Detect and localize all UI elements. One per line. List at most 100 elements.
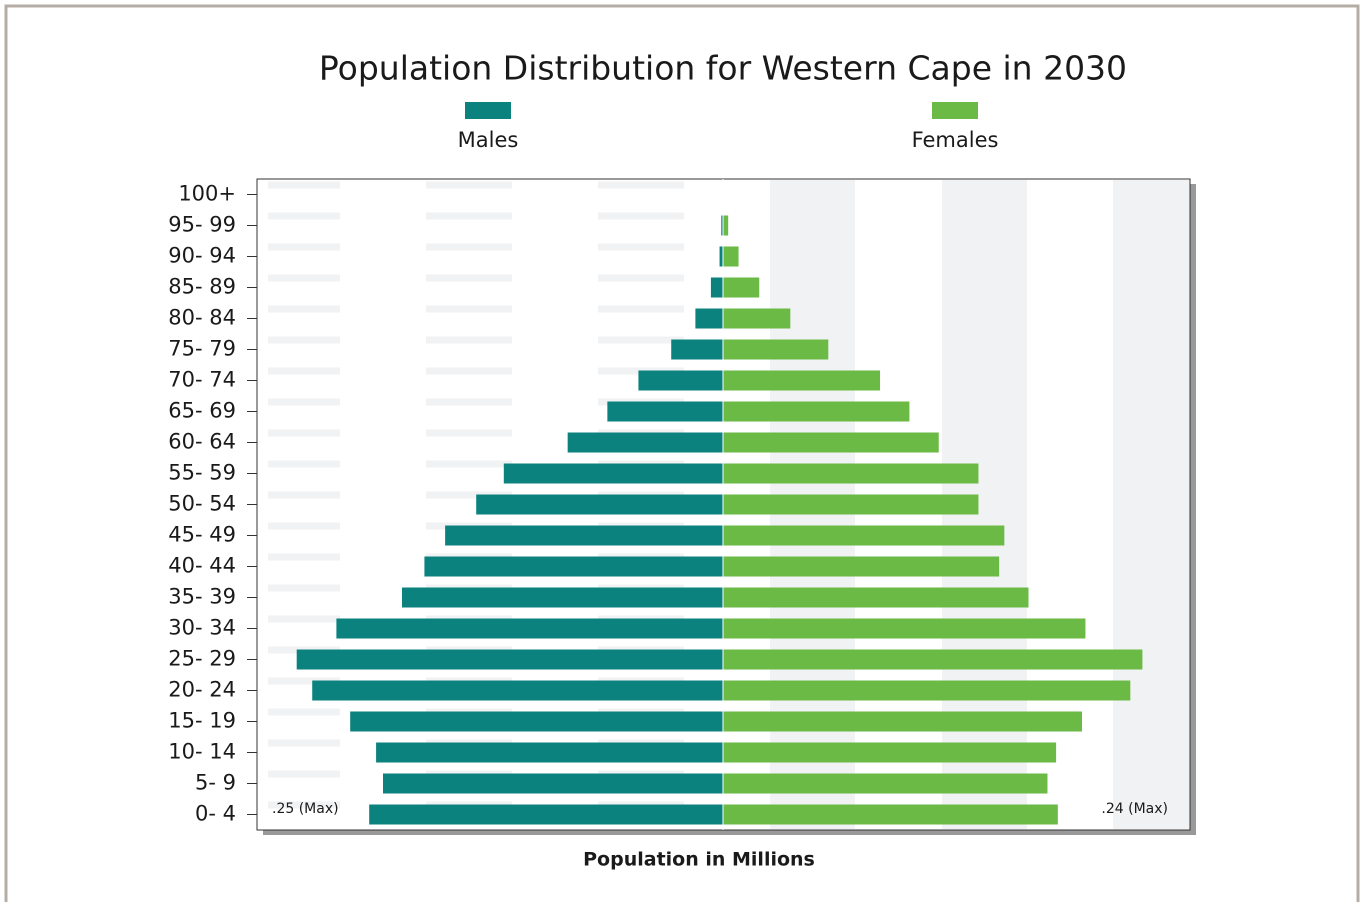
bar (350, 711, 723, 732)
background-dash (598, 243, 684, 251)
page-frame (4, 4, 1360, 906)
background-dash (268, 305, 340, 313)
bar (296, 649, 723, 670)
bar (710, 277, 723, 298)
bar (723, 277, 760, 298)
background-dash (268, 770, 340, 778)
background-dash (426, 398, 512, 406)
background-dash (268, 615, 340, 623)
background-dash (598, 305, 684, 313)
y-tick-label: 0- 4 (195, 802, 236, 826)
background-dash (598, 181, 684, 189)
background-dash (598, 336, 684, 344)
y-tick-label: 80- 84 (168, 306, 236, 330)
legend-swatch (465, 102, 511, 119)
bar (607, 401, 723, 422)
background-dash (268, 398, 340, 406)
y-tick-label: 55- 59 (168, 461, 236, 485)
background-dash (268, 274, 340, 282)
background-dash (268, 584, 340, 592)
annotation: .25 (Max) (272, 801, 339, 817)
bar (567, 432, 723, 453)
background-dash (268, 491, 340, 499)
y-tick-label: 85- 89 (168, 275, 236, 299)
background-dash (426, 429, 512, 437)
legend-swatch (932, 102, 978, 119)
y-tick-label: 75- 79 (168, 337, 236, 361)
bar (723, 308, 791, 329)
bar (369, 804, 723, 825)
background-dash (268, 677, 340, 685)
background-dash (268, 801, 340, 809)
bar (723, 525, 1005, 546)
bar (723, 494, 979, 515)
background-dash (426, 367, 512, 375)
y-tick-label: 95- 99 (168, 213, 236, 237)
background-band (1113, 180, 1190, 829)
background-dash (598, 212, 684, 220)
bar (723, 339, 829, 360)
y-tick-label: 40- 44 (168, 554, 236, 578)
background-dash (426, 274, 512, 282)
bar (723, 556, 1000, 577)
background-dash (426, 305, 512, 313)
bar (723, 618, 1086, 639)
bar (382, 773, 723, 794)
y-tick-label: 25- 29 (168, 647, 236, 671)
y-tick-label: 70- 74 (168, 368, 236, 392)
background-dash (268, 243, 340, 251)
legend-label: Females (912, 128, 999, 152)
bar (723, 773, 1048, 794)
bar (723, 680, 1131, 701)
y-tick-label: 50- 54 (168, 492, 236, 516)
y-tick-label: 20- 24 (168, 678, 236, 702)
background-dash (268, 429, 340, 437)
bar (723, 370, 881, 391)
bar (723, 246, 739, 267)
bar (719, 246, 723, 267)
background-dash (268, 553, 340, 561)
bar (695, 308, 723, 329)
background-dash (268, 181, 340, 189)
bar (476, 494, 723, 515)
legend-label: Males (458, 128, 519, 152)
bar (312, 680, 723, 701)
y-tick-label: 65- 69 (168, 399, 236, 423)
background-dash (268, 460, 340, 468)
background-dash (426, 212, 512, 220)
y-tick-label: 5- 9 (195, 771, 236, 795)
bar (503, 463, 723, 484)
bar (723, 463, 979, 484)
background-dash (268, 739, 340, 747)
bar (723, 804, 1058, 825)
background-dash (426, 336, 512, 344)
y-tick-label: 100+ (178, 182, 236, 206)
bar (336, 618, 723, 639)
bar (723, 432, 939, 453)
y-tick-label: 90- 94 (168, 244, 236, 268)
background-dash (268, 522, 340, 530)
bar (723, 742, 1057, 763)
bar (445, 525, 723, 546)
y-tick-label: 15- 19 (168, 709, 236, 733)
y-tick-label: 35- 39 (168, 585, 236, 609)
bar (723, 401, 910, 422)
bar (723, 711, 1082, 732)
y-tick-label: 10- 14 (168, 740, 236, 764)
x-axis-label: Population in Millions (583, 849, 815, 871)
background-dash (268, 708, 340, 716)
background-dash (598, 274, 684, 282)
bar (376, 742, 723, 763)
background-dash (268, 212, 340, 220)
background-dash (268, 336, 340, 344)
chart-title: Population Distribution for Western Cape… (319, 49, 1127, 88)
bar (723, 649, 1143, 670)
bar (671, 339, 723, 360)
background-dash (268, 367, 340, 375)
bar (424, 556, 723, 577)
y-tick-label: 30- 34 (168, 616, 236, 640)
background-dash (426, 181, 512, 189)
background-dash (426, 243, 512, 251)
